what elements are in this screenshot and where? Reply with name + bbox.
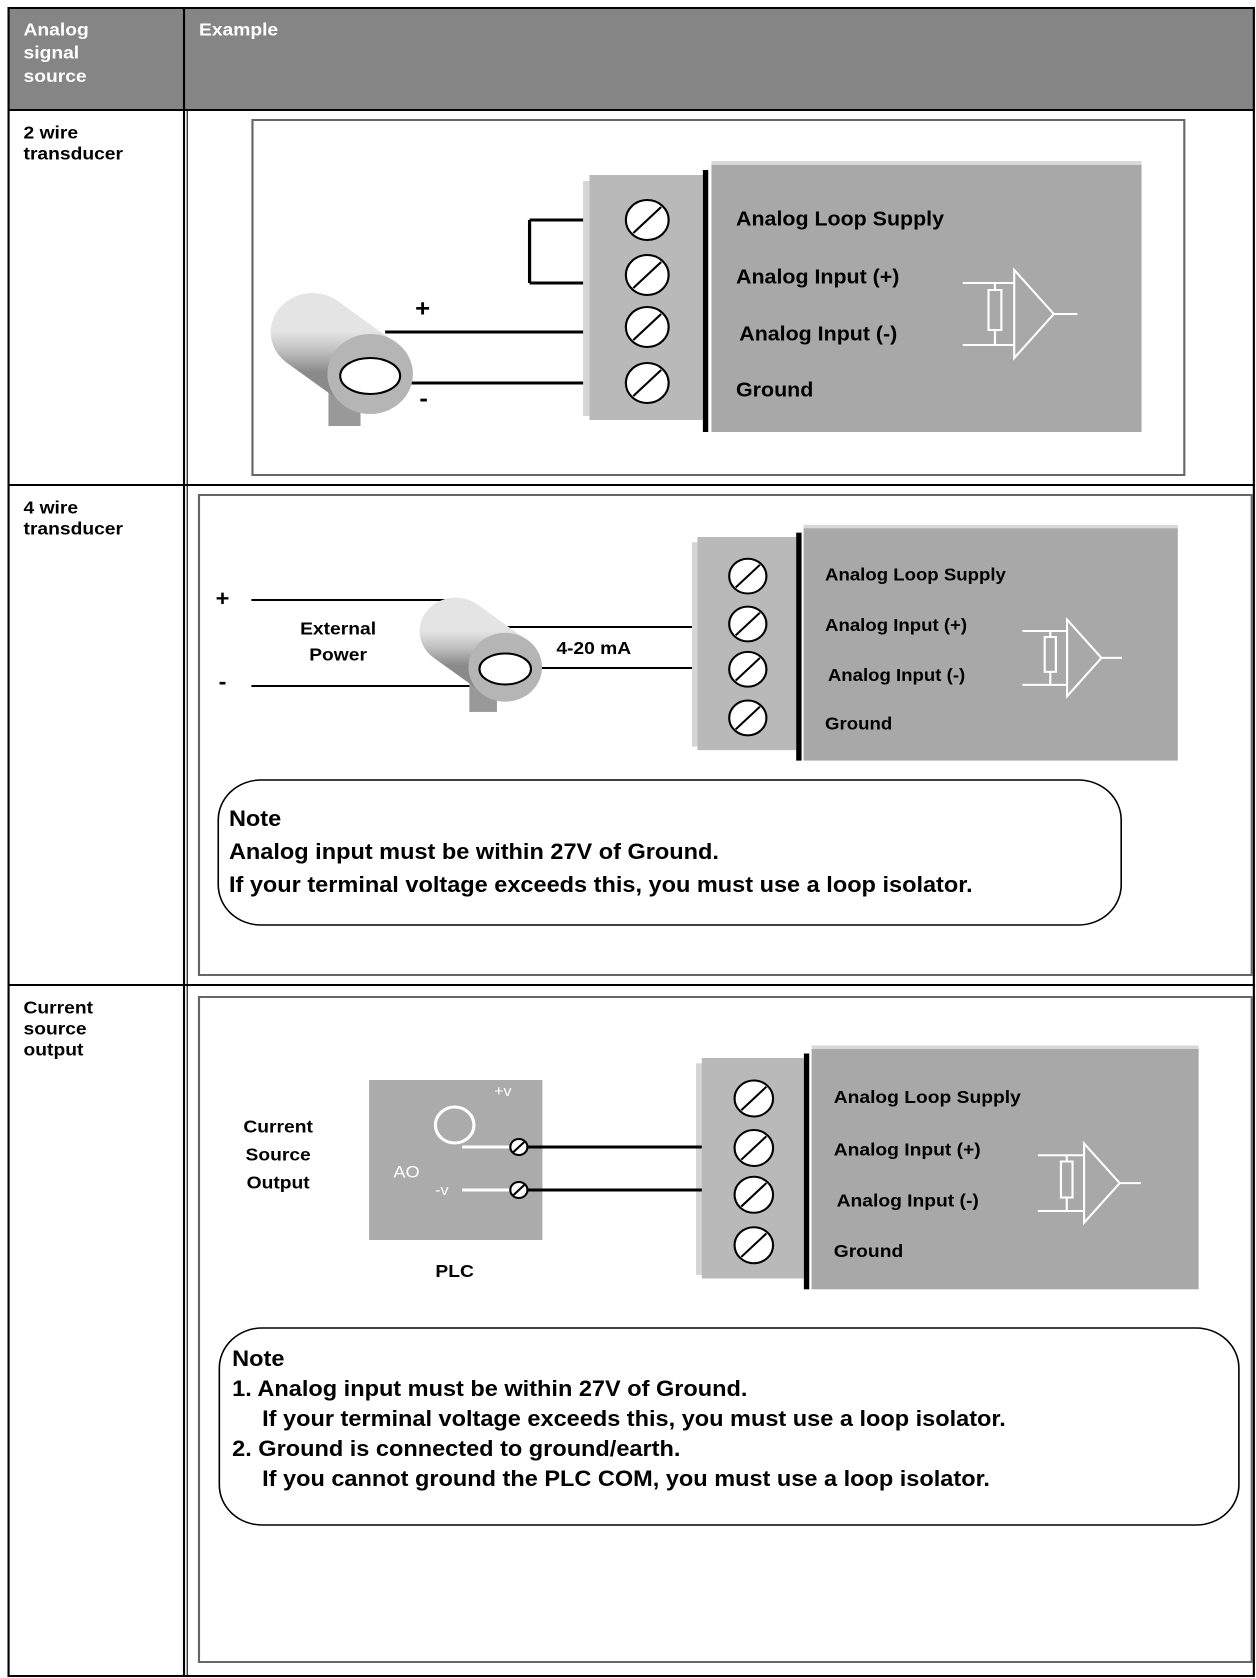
screw-slot: [632, 369, 662, 397]
terminal-strip-edge: [696, 1063, 705, 1275]
divider-bar: [702, 170, 709, 432]
screw-slot: [734, 611, 761, 637]
resistor: [1043, 636, 1057, 673]
terminal-label: Analog Input (-): [739, 323, 897, 345]
table-border: [7, 7, 1255, 1677]
power-label: Power: [309, 644, 367, 664]
terminal-label: Analog Input (-): [837, 1190, 979, 1210]
note-box: [217, 779, 1123, 926]
polarity-label: +: [216, 586, 230, 611]
header-cell: Analog: [24, 19, 89, 39]
current-label: 4-20 mA: [556, 637, 631, 657]
module-top-edge: [811, 1045, 1199, 1052]
terminal-strip-edge: [583, 181, 592, 416]
supply-label: -v: [435, 1182, 449, 1198]
terminal-label: Analog Loop Supply: [825, 565, 1006, 584]
terminal-label: Analog Loop Supply: [736, 208, 944, 230]
divider-bar: [803, 1053, 810, 1290]
screw-slot: [734, 657, 761, 682]
header-cell: Example: [199, 19, 278, 39]
terminal-label: Analog Input (+): [834, 1139, 981, 1159]
note-text: 2. Ground is connected to ground/earth.: [232, 1436, 680, 1461]
power-label: External: [300, 618, 376, 638]
screw-slot: [734, 705, 761, 730]
terminal-strip-edge: [691, 542, 701, 747]
row-label: source: [24, 1018, 87, 1038]
device-label: Source: [246, 1144, 311, 1164]
note-box: [218, 1327, 1240, 1526]
header-cell: source: [24, 65, 87, 85]
row-label: 4 wire: [24, 497, 79, 517]
note-text: Note: [229, 806, 281, 831]
terminal-label: Ground: [834, 1241, 903, 1261]
row-label: output: [24, 1039, 84, 1059]
terminal-label: Analog Input (+): [825, 616, 967, 635]
module-body: [811, 1049, 1199, 1290]
screw-slot: [734, 564, 761, 589]
plc-box: [369, 1080, 543, 1240]
module-top-edge: [803, 524, 1178, 531]
terminal-label: Ground: [736, 379, 813, 401]
note-text: If you cannot ground the PLC COM, you mu…: [262, 1466, 990, 1491]
note-text: If your terminal voltage exceeds this, y…: [229, 872, 973, 897]
resistor: [987, 289, 1003, 331]
device-label: Current: [243, 1116, 312, 1136]
sensor-port: [478, 652, 533, 686]
amplifier: [1013, 267, 1056, 361]
transistor: [433, 1105, 476, 1145]
note-text: Analog input must be within 27V of Groun…: [229, 839, 719, 864]
polarity-label: -: [219, 669, 227, 694]
terminal-label: Analog Input (-): [828, 665, 965, 684]
screw-slot: [632, 261, 662, 289]
module-body: [711, 165, 1142, 432]
diagram-frame: [251, 119, 1186, 476]
amplifier: [1065, 616, 1103, 699]
diagram-frame: [197, 494, 1253, 976]
module-body: [803, 528, 1178, 761]
screw-slot: [632, 313, 662, 341]
note-text: Note: [232, 1346, 284, 1371]
row-label: transducer: [24, 143, 123, 163]
terminal-label: Analog Loop Supply: [834, 1087, 1022, 1107]
screw-slot: [632, 206, 662, 234]
resistor: [1059, 1160, 1074, 1199]
note-text: 1. Analog input must be within 27V of Gr…: [232, 1376, 747, 1401]
module-top-edge: [711, 161, 1142, 167]
sensor-port: [339, 357, 402, 395]
row-label: 2 wire: [24, 122, 79, 142]
diagram-frame: [197, 996, 1253, 1663]
header-background: [8, 8, 1254, 110]
divider-bar: [796, 532, 802, 761]
screw-slot: [740, 1232, 768, 1258]
screw-slot: [512, 1141, 525, 1153]
polarity-label: -: [419, 386, 428, 412]
amplifier: [1083, 1140, 1122, 1226]
screw-slot: [740, 1086, 768, 1111]
terminal-label: Ground: [825, 714, 892, 733]
ao-label: AO: [393, 1162, 419, 1181]
supply-label: +v: [494, 1083, 512, 1099]
screw-slot: [740, 1182, 768, 1208]
terminal-label: Analog Input (+): [736, 266, 899, 288]
screw-slot: [740, 1135, 768, 1161]
row-label: transducer: [24, 518, 123, 538]
screw-slot: [512, 1184, 525, 1196]
header-cell: signal: [24, 42, 80, 62]
device-label: Output: [247, 1172, 310, 1192]
row-label: Current: [24, 997, 93, 1017]
plc-label: PLC: [435, 1260, 473, 1280]
polarity-label: +: [415, 296, 430, 322]
note-text: If your terminal voltage exceeds this, y…: [262, 1406, 1006, 1431]
